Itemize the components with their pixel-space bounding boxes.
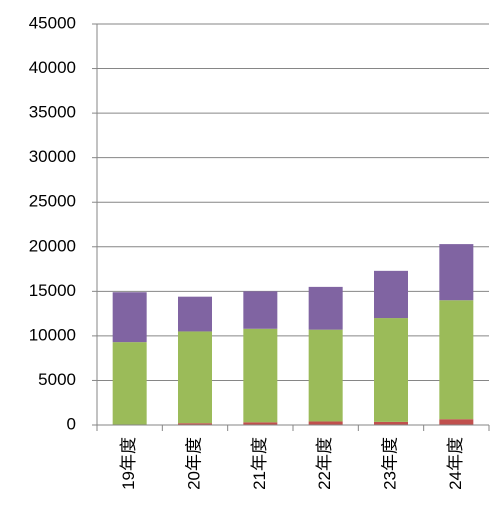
bar-segment <box>308 329 343 422</box>
bar-segment <box>112 292 147 343</box>
bar-segment <box>243 291 278 329</box>
bar-segment <box>439 244 474 301</box>
bar-segment <box>243 422 278 425</box>
x-tick-label: 22年度 <box>315 437 334 490</box>
x-tick-label: 24年度 <box>446 437 465 490</box>
bar-segment <box>439 300 474 420</box>
y-tick-label: 30000 <box>29 147 76 166</box>
bar-segment <box>374 421 408 425</box>
x-tick-label: 19年度 <box>119 437 138 490</box>
bar-segment <box>243 328 278 423</box>
bar-segment <box>178 423 212 425</box>
y-tick-label: 25000 <box>29 192 76 211</box>
bar-segment <box>308 286 343 330</box>
y-tick-label: 5000 <box>38 370 76 389</box>
bar-segment <box>178 296 212 332</box>
y-tick-label: 35000 <box>29 103 76 122</box>
bar-segment <box>308 421 343 425</box>
y-tick-label: 45000 <box>29 13 76 32</box>
y-tick-label: 0 <box>67 414 76 433</box>
bar-segment <box>112 342 147 425</box>
y-tick-label: 20000 <box>29 236 76 255</box>
bar-segment <box>439 419 474 425</box>
y-tick-label: 10000 <box>29 325 76 344</box>
y-tick-label: 15000 <box>29 281 76 300</box>
y-tick-label: 40000 <box>29 58 76 77</box>
x-tick-label: 21年度 <box>250 437 269 490</box>
x-tick-label: 23年度 <box>380 437 399 490</box>
bar-segment <box>178 331 212 424</box>
bar-segment <box>374 318 408 422</box>
x-tick-label: 20年度 <box>184 437 203 490</box>
bar-segment <box>374 270 408 319</box>
